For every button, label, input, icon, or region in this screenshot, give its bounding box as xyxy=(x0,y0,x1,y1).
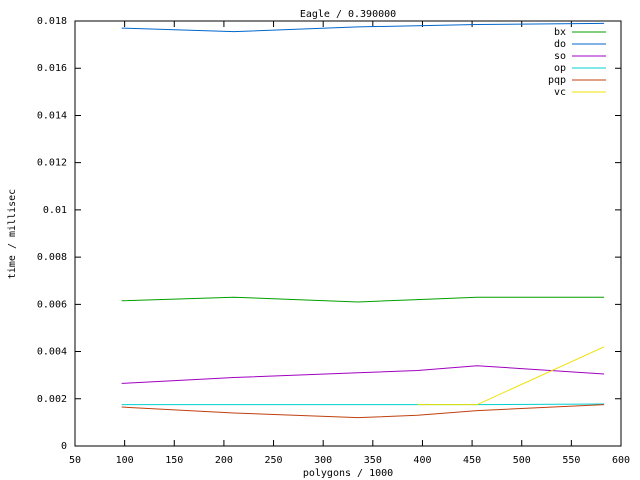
x-tick-label: 450 xyxy=(463,455,481,466)
x-tick-label: 150 xyxy=(165,455,183,466)
legend-label: pqp xyxy=(548,75,566,86)
y-tick-label: 0.012 xyxy=(37,158,67,169)
x-tick-label: 100 xyxy=(116,455,134,466)
series-line xyxy=(121,403,605,406)
series-line xyxy=(121,404,605,419)
y-tick-label: 0.002 xyxy=(37,394,67,405)
y-tick-label: 0.006 xyxy=(37,299,67,310)
x-tick-label: 350 xyxy=(364,455,382,466)
x-tick-label: 550 xyxy=(562,455,580,466)
legend-label: vc xyxy=(554,87,566,98)
plot-border xyxy=(74,20,622,447)
series-line xyxy=(121,296,605,303)
legend-label: bx xyxy=(554,27,566,38)
y-tick-label: 0.018 xyxy=(37,16,67,27)
x-tick-label: 600 xyxy=(612,455,630,466)
series-line xyxy=(417,346,605,406)
x-tick-label: 50 xyxy=(69,455,81,466)
x-tick-label: 300 xyxy=(314,455,332,466)
chart-title: Eagle / 0.390000 xyxy=(300,9,396,20)
x-tick-label: 250 xyxy=(265,455,283,466)
x-tick-label: 200 xyxy=(215,455,233,466)
y-tick-label: 0.004 xyxy=(37,347,67,358)
y-tick-label: 0.008 xyxy=(37,252,67,263)
x-tick-label: 500 xyxy=(513,455,531,466)
x-axis-label: polygons / 1000 xyxy=(303,468,393,479)
series-line xyxy=(121,365,605,384)
series-line xyxy=(121,22,605,33)
legend-label: so xyxy=(554,51,566,62)
y-tick-label: 0 xyxy=(61,441,67,452)
y-tick-label: 0.014 xyxy=(37,110,67,121)
y-tick-label: 0.01 xyxy=(43,205,67,216)
x-tick-label: 400 xyxy=(413,455,431,466)
y-tick-label: 0.016 xyxy=(37,63,67,74)
y-axis-label: time / millisec xyxy=(7,189,18,279)
legend-label: do xyxy=(554,39,566,50)
legend-label: op xyxy=(554,63,566,74)
